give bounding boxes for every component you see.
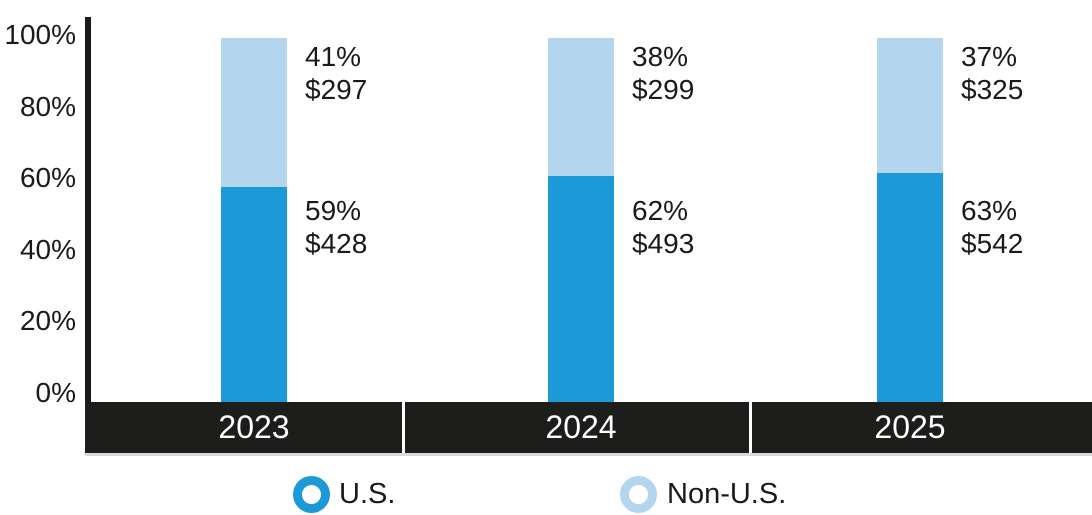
bar-segment-us [548,176,614,402]
band-divider [402,402,405,453]
bar-label-us: 59% $428 [305,195,368,259]
year-label: 2024 [545,409,617,445]
y-tick-label: 0% [35,377,76,408]
bar-label-non-us: 37% $325 [961,41,1024,105]
year-label: 2025 [874,409,946,445]
legend-ring-icon [292,475,330,513]
band-divider [749,402,752,453]
y-tick-label: 80% [19,91,76,122]
bar-label-us: 62% $493 [632,195,695,259]
year-label: 2023 [218,409,290,445]
y-tick-label: 100% [4,19,76,50]
bar-label-non-us: 38% $299 [632,41,695,105]
bar-label-non-us: 41% $297 [305,41,368,105]
bar-segment-us [221,187,287,402]
y-tick-label: 60% [19,162,76,193]
bar-label-us: 63% $542 [961,195,1024,259]
x-axis-band-bottom-edge [85,453,1092,456]
y-tick-label: 40% [19,234,76,265]
y-axis-line [85,17,91,402]
y-tick-label: 20% [19,305,76,336]
bar-segment-non-us [548,38,614,176]
legend-item-label: Non-U.S. [667,478,787,510]
bar-segment-non-us [877,38,943,173]
legend-ring-icon [619,475,657,513]
bar-segment-non-us [221,38,287,187]
x-axis-band [85,402,1092,453]
bar-segment-us [877,173,943,402]
legend-item-label: U.S. [339,478,396,510]
